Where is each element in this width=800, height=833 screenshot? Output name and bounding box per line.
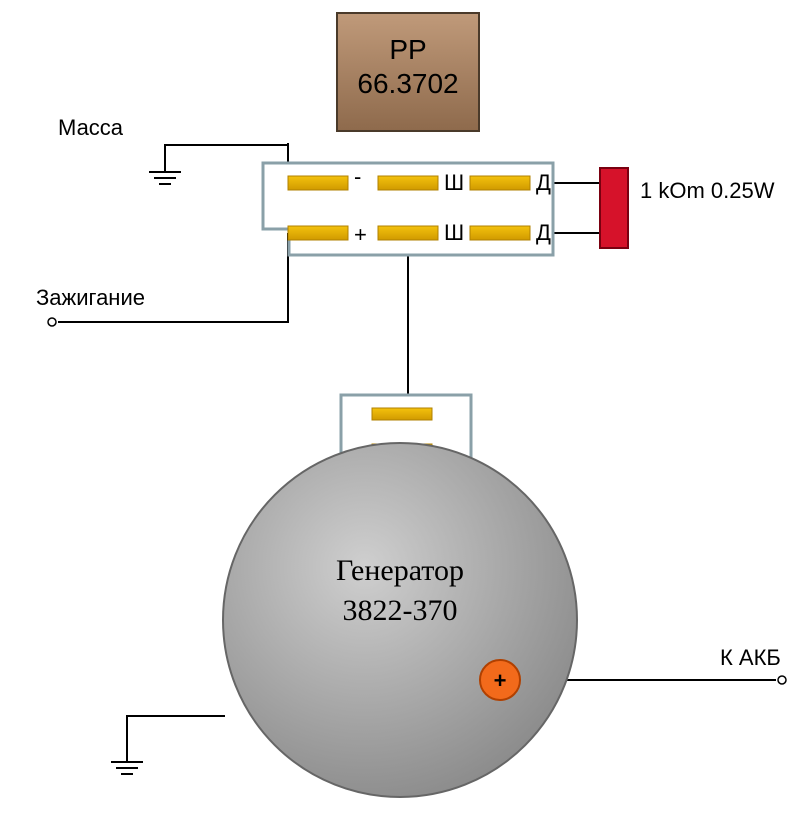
connector-pin-label-sh_top: Ш — [444, 170, 464, 195]
resistor — [600, 168, 628, 248]
label-ignition: Зажигание — [36, 285, 145, 310]
generator-model: 3822-370 — [343, 594, 458, 627]
regulator-label-line1: PP — [389, 34, 426, 65]
terminal — [48, 318, 56, 326]
label-to-akb: К АКБ — [720, 645, 781, 670]
connector-pin-label-sh_bot: Ш — [444, 220, 464, 245]
connector-pin-sh_top — [378, 176, 438, 190]
connector-pin-label-d_bot: Д — [536, 220, 551, 245]
generator-title: Генератор — [336, 554, 464, 587]
label-mass: Масса — [58, 115, 124, 140]
terminal — [778, 676, 786, 684]
connector-pin-label-d_top: Д — [536, 170, 551, 195]
resistor-label: 1 kOm 0.25W — [640, 178, 775, 203]
generator-plus-glyph: + — [494, 668, 507, 693]
connector-pin-minus_top — [288, 176, 348, 190]
connector-pin-label-minus_top: - — [354, 164, 361, 189]
connector-pin-d_bot — [470, 226, 530, 240]
connector-pin-label-plus_bot: + — [354, 222, 367, 247]
connector-pin-d_top — [470, 176, 530, 190]
regulator-label-line2: 66.3702 — [357, 68, 458, 99]
connector-pin-plus_bot — [288, 226, 348, 240]
connector-pin-sh_bot — [378, 226, 438, 240]
gen-connector-pin-top — [372, 408, 432, 420]
